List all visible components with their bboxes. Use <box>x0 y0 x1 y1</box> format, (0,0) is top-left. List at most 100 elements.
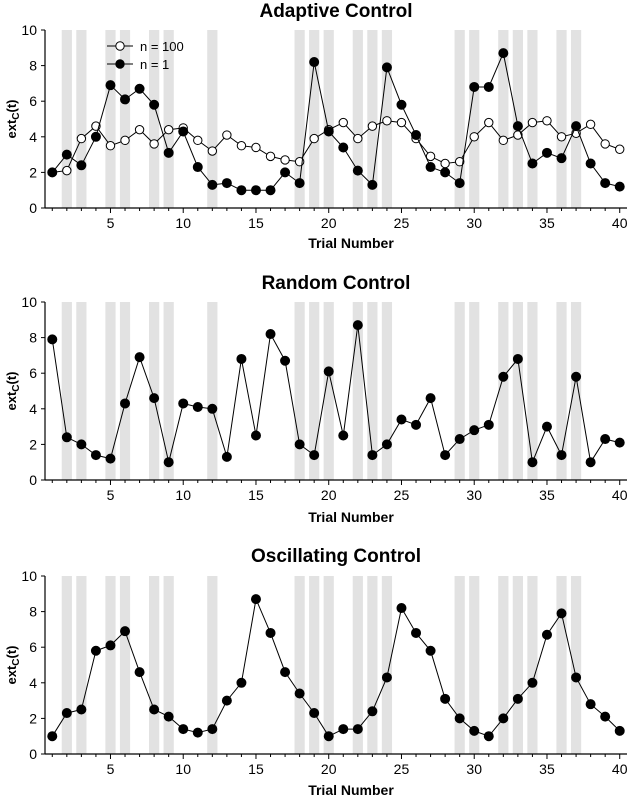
data-point <box>454 178 465 189</box>
data-point <box>309 708 320 719</box>
shaded-band <box>527 302 538 480</box>
shaded-band <box>352 576 363 754</box>
x-tick-label: 10 <box>175 487 191 503</box>
shaded-band <box>469 302 480 480</box>
data-point <box>61 708 72 719</box>
y-axis-label-subscript: C <box>11 112 22 119</box>
data-point <box>105 80 116 91</box>
data-point <box>250 185 261 196</box>
shaded-band <box>469 576 480 754</box>
data-point <box>163 147 174 158</box>
data-point <box>251 142 261 153</box>
data-point <box>47 167 58 178</box>
data-point <box>411 130 422 141</box>
data-point <box>527 117 538 128</box>
shaded-band <box>294 30 305 208</box>
data-point <box>541 421 552 432</box>
data-point <box>338 430 349 441</box>
x-tick-label: 25 <box>394 215 410 231</box>
x-tick-label: 40 <box>612 487 628 503</box>
data-point <box>134 667 145 678</box>
data-point <box>352 165 363 176</box>
data-point <box>585 457 596 468</box>
data-point <box>221 178 232 189</box>
data-point <box>149 99 160 110</box>
shaded-band <box>498 302 509 480</box>
data-point <box>236 185 247 196</box>
data-point <box>614 181 625 192</box>
shaded-band <box>61 576 72 754</box>
data-point <box>280 167 291 178</box>
data-point <box>149 393 160 404</box>
data-point <box>90 450 101 461</box>
y-axis-label-subscript: C <box>11 384 22 391</box>
legend-label: n = 1 <box>140 57 169 72</box>
y-axis-label-subscript: C <box>11 658 22 665</box>
shaded-band <box>381 576 393 754</box>
data-point <box>120 94 131 105</box>
data-point <box>396 603 407 614</box>
data-point <box>585 158 596 169</box>
shaded-band <box>105 302 116 480</box>
data-point <box>469 132 479 142</box>
x-tick-label: 40 <box>612 761 628 777</box>
data-point <box>280 155 290 165</box>
shaded-band <box>512 576 523 754</box>
shaded-band <box>76 30 87 208</box>
y-tick-label: 4 <box>29 675 37 691</box>
shaded-band <box>207 30 218 208</box>
data-point <box>527 677 538 688</box>
data-point <box>483 419 494 430</box>
shaded-band <box>76 302 87 480</box>
chart-title: Adaptive Control <box>259 1 412 22</box>
shaded-band <box>323 302 334 480</box>
shaded-band <box>454 576 465 754</box>
data-point <box>498 135 509 146</box>
x-tick-label: 35 <box>539 761 555 777</box>
data-point <box>294 688 305 699</box>
data-point <box>425 393 436 404</box>
data-point <box>585 699 596 710</box>
data-point <box>207 179 218 190</box>
data-point <box>338 117 348 128</box>
y-tick-label: 2 <box>29 164 37 180</box>
shaded-band <box>309 302 320 480</box>
data-point <box>134 352 145 363</box>
y-tick-label: 8 <box>29 604 37 620</box>
data-point <box>381 672 392 683</box>
shaded-band <box>149 302 160 480</box>
series-line-1 <box>52 120 620 173</box>
shaded-band <box>570 30 582 208</box>
shaded-band <box>527 576 538 754</box>
x-tick-label: 30 <box>466 487 482 503</box>
shaded-band <box>367 302 378 480</box>
data-point <box>134 124 145 135</box>
x-tick-label: 5 <box>107 487 115 503</box>
series-line-1 <box>51 597 621 737</box>
data-point <box>323 126 334 137</box>
data-point <box>265 185 276 196</box>
data-point <box>571 672 582 683</box>
y-tick-label: 10 <box>21 294 37 310</box>
data-point <box>323 731 334 742</box>
shaded-band <box>105 30 116 208</box>
shaded-band <box>309 576 320 754</box>
data-point <box>440 450 451 461</box>
data-point <box>556 608 567 619</box>
data-point <box>600 178 611 189</box>
data-point <box>294 178 305 189</box>
shaded-band <box>119 30 131 208</box>
shaded-band <box>119 302 131 480</box>
data-point <box>338 142 349 153</box>
shaded-band <box>323 30 334 208</box>
data-point <box>76 704 87 715</box>
data-point <box>353 133 363 144</box>
x-tick-label: 40 <box>612 215 628 231</box>
x-axis-label: Trial Number <box>308 235 394 251</box>
data-point <box>338 724 349 735</box>
data-point <box>352 320 363 331</box>
data-point <box>527 457 538 468</box>
data-point <box>250 430 261 441</box>
data-point <box>367 706 378 717</box>
data-point <box>178 126 189 137</box>
